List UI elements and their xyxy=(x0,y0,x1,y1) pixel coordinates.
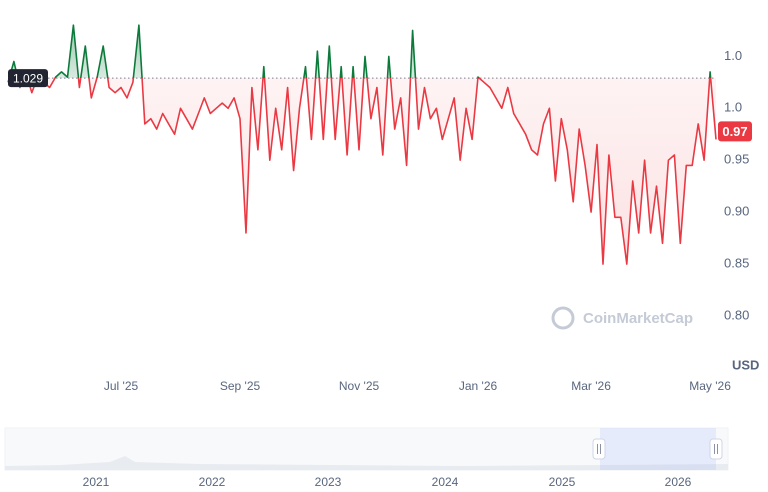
x-tick-label: Jan '26 xyxy=(459,379,498,393)
navigator-year-label: 2025 xyxy=(549,475,576,489)
current-price-box xyxy=(718,121,752,142)
x-tick-label: May '26 xyxy=(689,379,731,393)
navigator-year-label: 2026 xyxy=(665,475,692,489)
navigator-selection[interactable] xyxy=(600,428,716,470)
y-tick-label: 0.90 xyxy=(724,204,749,219)
baseline-label-box xyxy=(8,69,48,88)
navigator-year-label: 2022 xyxy=(199,475,226,489)
current-price-label: 0.97 xyxy=(722,124,747,139)
navigator-year-label: 2023 xyxy=(315,475,342,489)
watermark: CoinMarketCap xyxy=(551,306,693,330)
y-tick-label: 0.80 xyxy=(724,307,749,322)
navigator-year-label: 2024 xyxy=(432,475,459,489)
y-tick-label: 0.85 xyxy=(724,256,749,271)
y-tick-label: 1.0 xyxy=(724,100,742,115)
unit-label: USD xyxy=(732,357,759,372)
baseline-label: 1.029 xyxy=(13,71,43,85)
x-tick-label: Sep '25 xyxy=(220,379,261,393)
navigator-handle[interactable] xyxy=(592,438,606,460)
price-area xyxy=(8,25,716,265)
x-tick-label: Nov '25 xyxy=(339,379,380,393)
navigator-handle[interactable] xyxy=(709,438,723,460)
x-tick-label: Mar '26 xyxy=(571,379,611,393)
handle-grip xyxy=(714,444,718,454)
price-line xyxy=(7,24,717,265)
y-tick-label: 0.95 xyxy=(724,152,749,167)
x-tick-label: Jul '25 xyxy=(104,379,139,393)
watermark-logo xyxy=(551,306,575,330)
watermark-text: CoinMarketCap xyxy=(583,310,693,327)
handle-grip xyxy=(597,444,601,454)
navigator-area xyxy=(5,456,728,470)
navigator-year-label: 2021 xyxy=(83,475,110,489)
y-tick-label: 1.0 xyxy=(724,48,742,63)
